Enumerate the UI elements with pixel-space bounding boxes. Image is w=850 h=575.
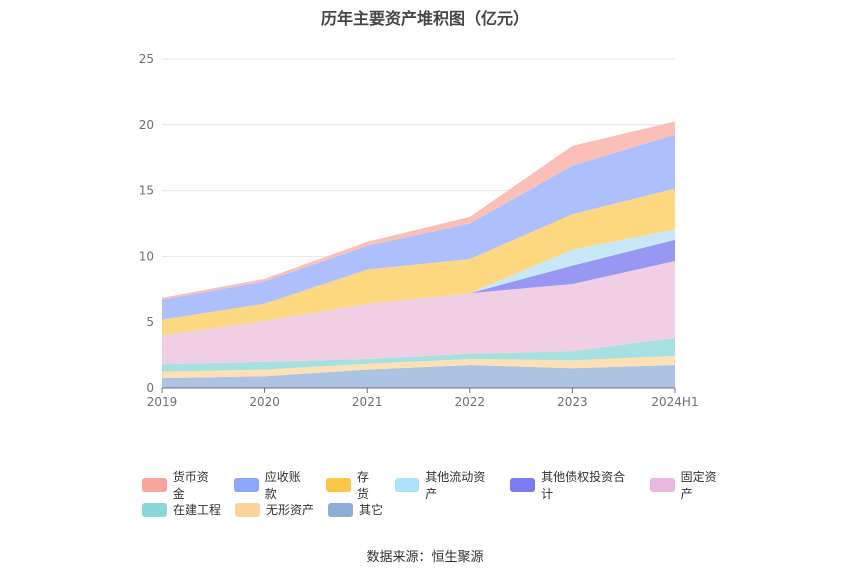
legend-label: 货币资金 — [172, 469, 209, 501]
legend-item[interactable]: 其他流动资产 — [394, 468, 497, 502]
x-tick-label: 2022 — [455, 395, 486, 409]
legend-label: 其他债权投资合计 — [541, 469, 626, 501]
y-tick-label: 20 — [139, 118, 154, 132]
legend-row: 货币资金 应收账款 存货 其他流动资产 其他债权投资合计 固定资产 — [142, 470, 742, 501]
area-series-1 — [162, 365, 675, 388]
legend-swatch — [142, 502, 167, 517]
legend-item[interactable]: 固定资产 — [649, 468, 728, 502]
y-tick-label: 15 — [139, 184, 154, 198]
axes: 0 5 10 15 20 25 2019 2020 2021 2022 2023 2024H1 — [139, 52, 699, 409]
y-tick-label: 0 — [146, 381, 154, 395]
y-tick-label: 5 — [146, 315, 154, 329]
legend-item[interactable]: 货币资金 — [142, 468, 220, 502]
legend: 货币资金 应收账款 存货 其他流动资产 其他债权投资合计 固定资产在建工程 无形资产 其它 — [142, 470, 742, 522]
x-tick-label: 2023 — [557, 395, 588, 409]
area-series-4 — [162, 261, 675, 365]
chart-title: 历年主要资产堆积图（亿元） — [320, 9, 529, 28]
area-series-7 — [162, 188, 675, 336]
legend-item[interactable]: 应收账款 — [234, 468, 312, 502]
area-series-3 — [162, 338, 675, 372]
legend-swatch — [326, 477, 351, 492]
legend-swatch — [234, 477, 259, 492]
legend-item[interactable]: 存货 — [326, 468, 380, 502]
legend-swatch — [649, 477, 675, 492]
legend-item[interactable]: 在建工程 — [142, 501, 221, 518]
x-tick-label: 2021 — [352, 395, 383, 409]
legend-label: 存货 — [356, 469, 369, 501]
legend-label: 其它 — [359, 503, 384, 517]
area-series-9 — [162, 121, 675, 300]
legend-label: 无形资产 — [266, 503, 315, 517]
area-series-8 — [162, 134, 675, 320]
legend-label: 固定资产 — [680, 469, 717, 501]
y-tick-label: 25 — [139, 52, 154, 66]
legend-item[interactable]: 其它 — [328, 501, 383, 518]
legend-swatch — [510, 477, 536, 492]
data-source: 数据来源：恒生聚源 — [366, 550, 484, 565]
area-series-2 — [162, 355, 675, 379]
legend-swatch — [142, 477, 167, 492]
x-tick-label: 2024H1 — [651, 395, 698, 409]
x-tick-label: 2019 — [147, 395, 178, 409]
legend-item[interactable]: 无形资产 — [235, 501, 314, 518]
legend-swatch — [235, 502, 261, 517]
legend-item[interactable]: 其他债权投资合计 — [510, 468, 636, 502]
legend-label: 其他流动资产 — [425, 469, 486, 501]
legend-label: 应收账款 — [264, 469, 301, 501]
legend-swatch — [394, 477, 420, 492]
x-tick-label: 2020 — [249, 395, 280, 409]
legend-swatch — [328, 502, 354, 517]
area-series-6 — [162, 229, 675, 336]
legend-row: 在建工程 无形资产 其它 — [142, 497, 742, 522]
legend-label: 在建工程 — [173, 503, 222, 517]
y-tick-label: 10 — [139, 249, 154, 263]
area-series — [162, 121, 675, 388]
